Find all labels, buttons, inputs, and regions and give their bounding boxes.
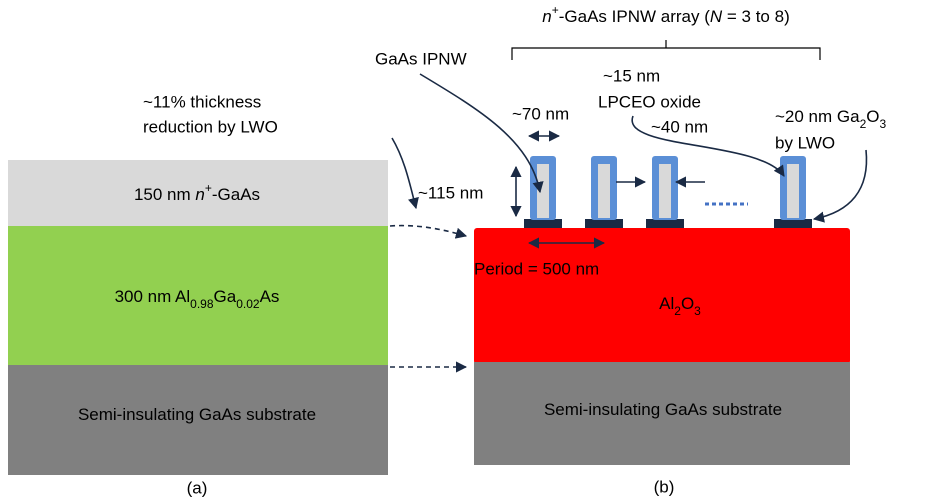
nanowires [524,156,812,228]
annotation: reduction by LWO [143,117,278,136]
caption: (a) [187,478,208,497]
diagram: 150 nm n+-GaAs 300 nm Al0.98Ga0.02As Sem… [0,0,927,503]
annotation: ~11% thickness [143,92,261,111]
layer-label: Semi-insulating GaAs substrate [78,405,316,424]
layer-label: 150 nm n+-GaAs [134,181,260,204]
annotation: ~40 nm [651,117,708,136]
arrow [392,138,416,208]
annotation: GaAs IPNW [375,49,467,68]
annotation: LPCEO oxide [598,92,701,111]
annotation: ~20 nm Ga2O3 [775,107,887,131]
arrow [814,150,867,219]
layer-label: Semi-insulating GaAs substrate [544,400,782,419]
annotation: Period = 500 nm [474,259,599,278]
bracket [512,40,820,60]
arrow [420,74,540,192]
arrow [390,226,466,236]
layer-algaas [8,226,388,365]
array-label: n+-GaAs IPNW array (N = 3 to 8) [542,3,789,26]
caption: (b) [654,477,675,496]
annotation: ~115 nm [418,183,483,202]
annotation: ~70 nm [512,104,569,123]
annotation: ~15 nm [603,66,660,85]
annotation: by LWO [775,133,835,152]
